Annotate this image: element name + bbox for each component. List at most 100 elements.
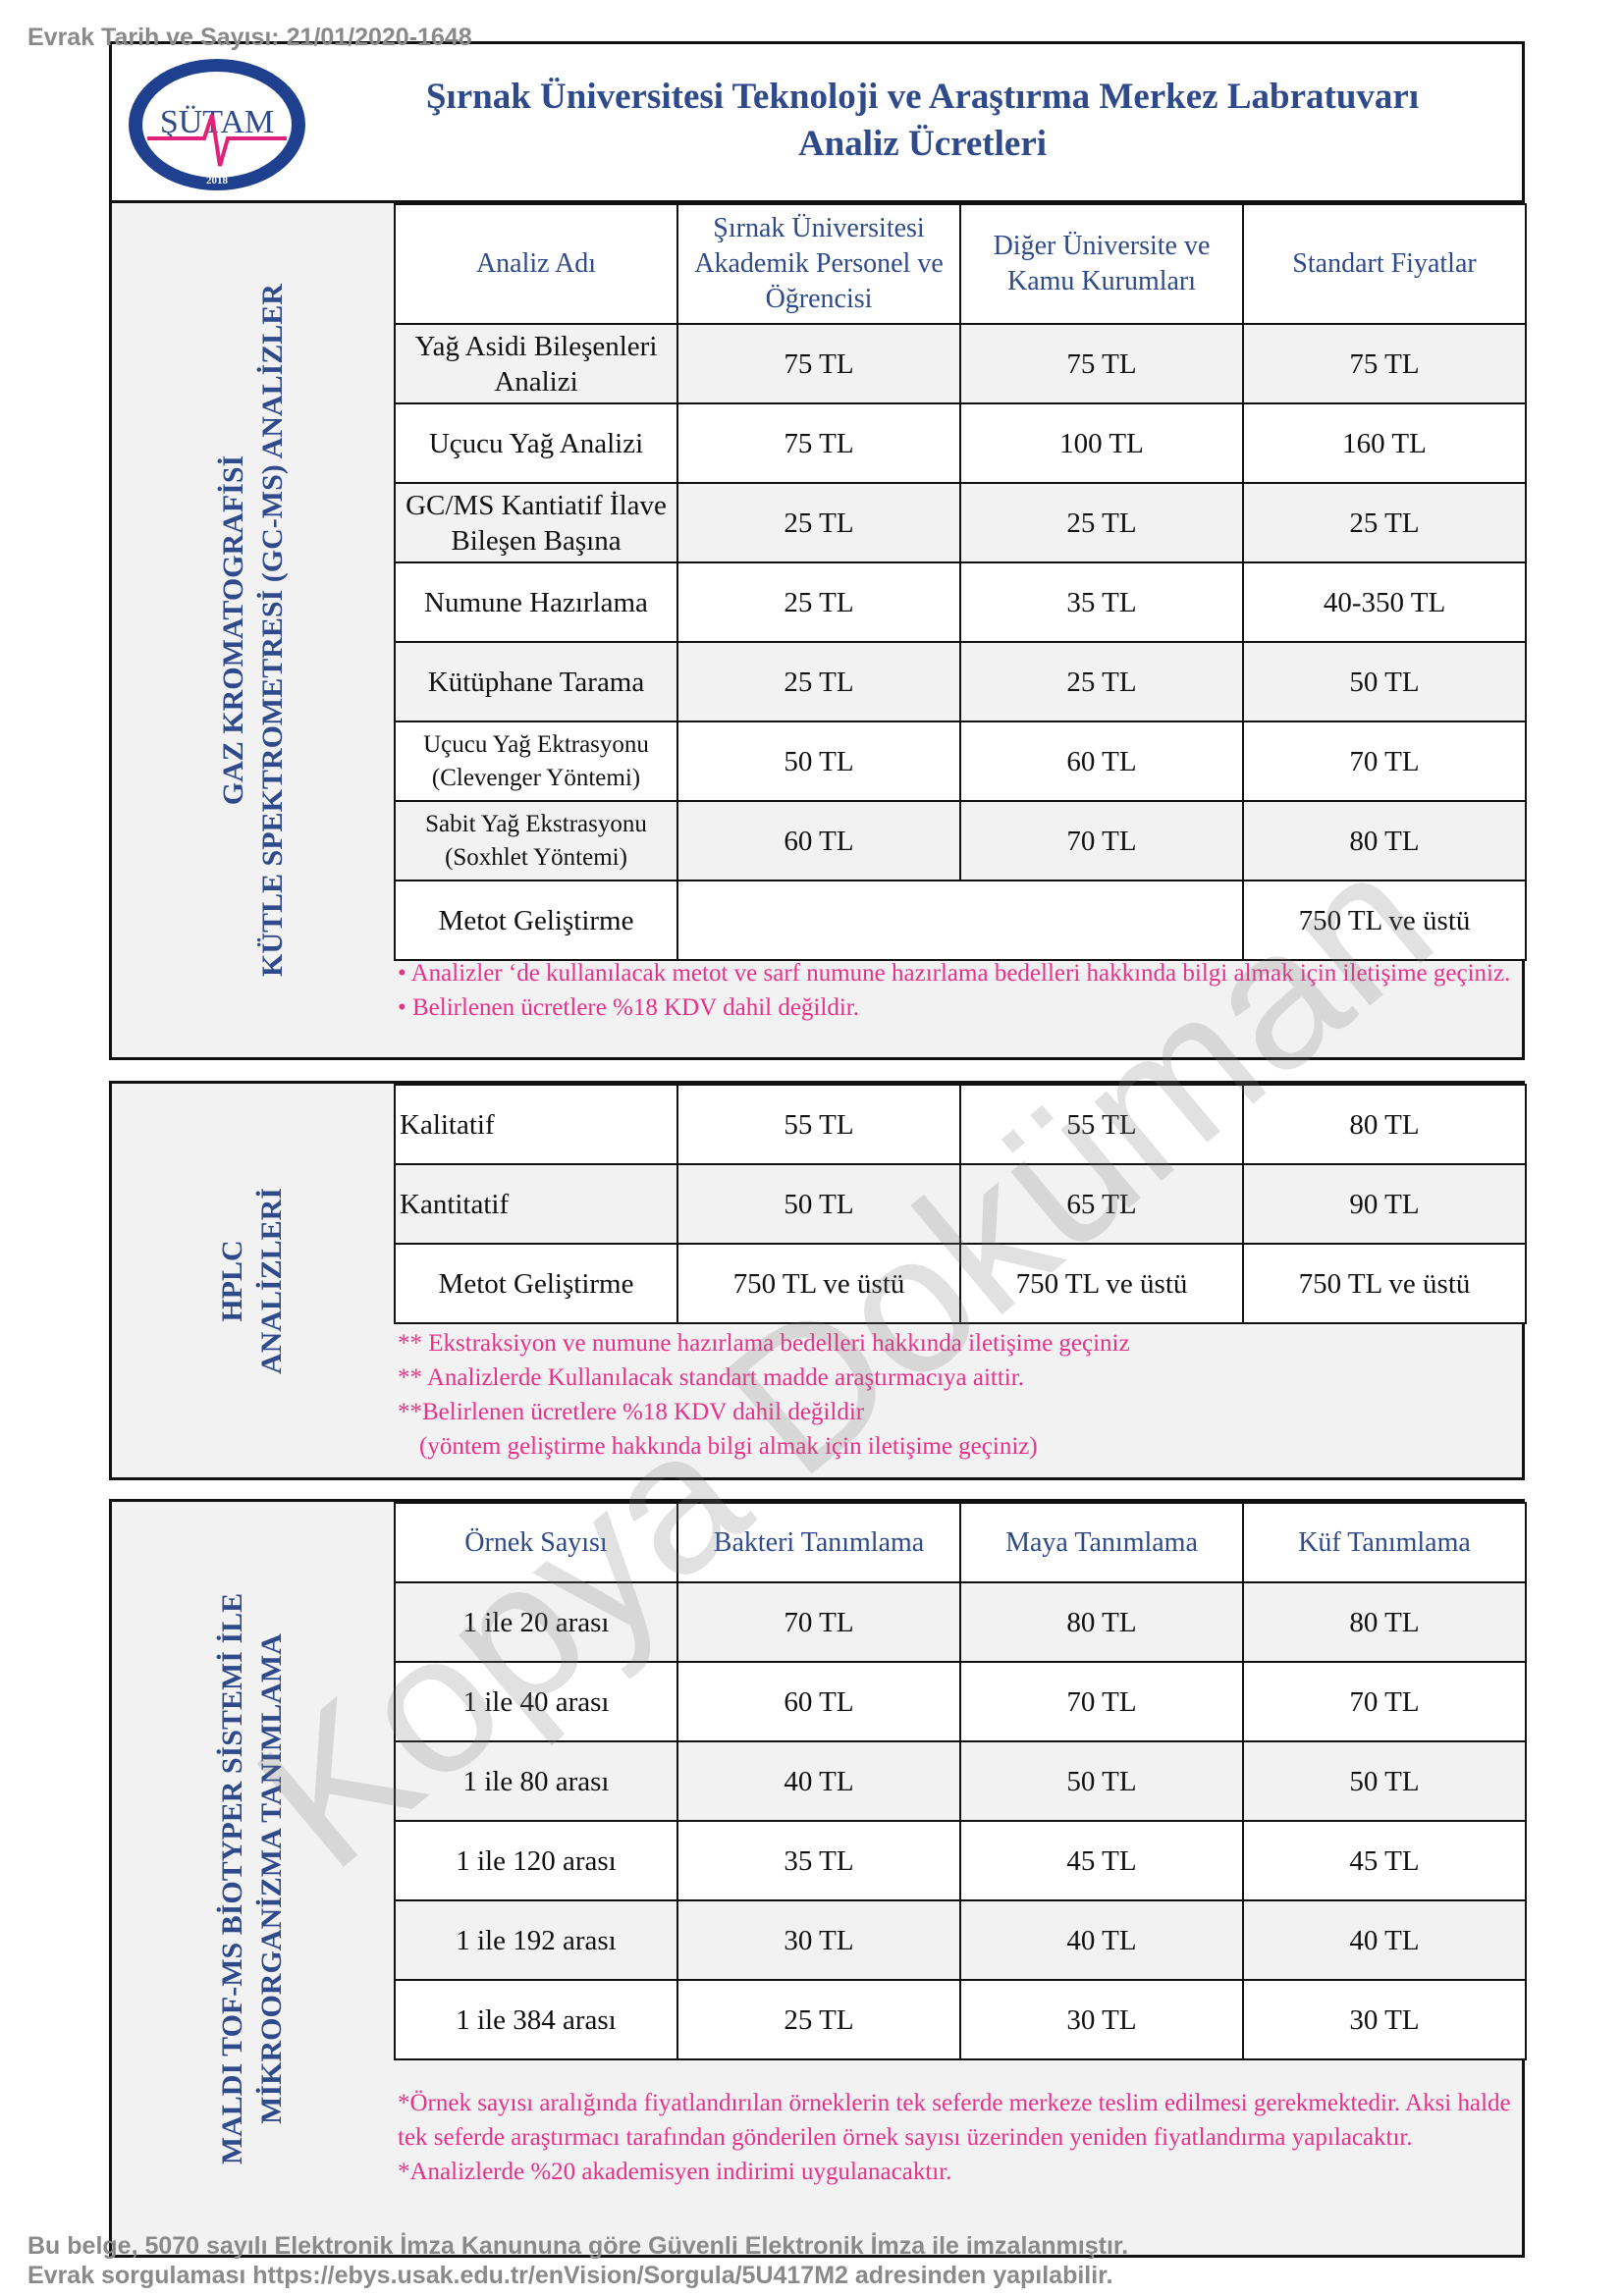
table-cell: 80 TL xyxy=(1242,1084,1527,1165)
column-header: Şırnak Üniversitesi Akademik Personel ve… xyxy=(676,203,961,325)
table-cell: 750 TL ve üstü xyxy=(1242,880,1527,961)
table-cell: 60 TL xyxy=(959,721,1244,802)
page-header: ŞÜTAM 2018 Şırnak Üniversitesi Teknoloji… xyxy=(109,41,1525,203)
hplc-section: HPLC ANALİZLERİ Kalitatif 55 TL 55 TL 80 TL … xyxy=(109,1081,1527,1480)
table-cell: 70 TL xyxy=(1242,721,1527,802)
table-cell: 100 TL xyxy=(959,402,1244,484)
hplc-price-table: Kalitatif 55 TL 55 TL 80 TL Kantitatif 50 TL… xyxy=(394,1084,1527,1324)
signature-notice: Bu belge, 5070 sayılı Elektronik İmza Ka… xyxy=(27,2232,1129,2260)
table-row: 1 ile 192 arası 30 TL 40 TL 40 TL xyxy=(394,1899,1527,1981)
table-cell: Kütüphane Tarama xyxy=(394,641,678,722)
maldi-notes: *Örnek sayısı aralığında fiyatlandırılan… xyxy=(398,2090,1511,2185)
table-cell: Numune Hazırlama xyxy=(394,561,678,643)
column-header: Maya Tanımlama xyxy=(959,1502,1244,1583)
table-cell: 35 TL xyxy=(676,1820,961,1901)
table-cell: 80 TL xyxy=(1242,800,1527,881)
table-cell: 70 TL xyxy=(1242,1661,1527,1742)
table-row: Uçucu Yağ Analizi 75 TL 100 TL 160 TL xyxy=(394,402,1527,484)
table-header-row: Analiz Adı Şırnak Üniversitesi Akademik … xyxy=(394,203,1527,325)
table-cell: 75 TL xyxy=(959,323,1244,404)
table-cell: 25 TL xyxy=(1242,482,1527,563)
table-cell: 45 TL xyxy=(1242,1820,1527,1901)
table-row: Metot Geliştirme 750 TL ve üstü xyxy=(394,880,1527,961)
table-cell: 50 TL xyxy=(676,721,961,802)
gcms-section: GAZ KROMATOGRAFİSİ KÜTLE SPEKTROMETRESİ (… xyxy=(109,200,1527,1060)
table-cell: 90 TL xyxy=(1242,1163,1527,1245)
table-row: GC/MS Kantiatif İlave Bileşen Başına 25 T… xyxy=(394,482,1527,563)
table-header-row: Örnek Sayısı Bakteri Tanımlama Maya Tanı… xyxy=(394,1502,1527,1583)
hplc-notes: ** Ekstraksiyon ve numune hazırlama bede… xyxy=(398,1330,1130,1460)
table-cell: 80 TL xyxy=(1242,1581,1527,1663)
table-cell: 160 TL xyxy=(1242,402,1527,484)
verification-notice: Evrak sorgulaması https://ebys.usak.edu.… xyxy=(27,2262,1113,2289)
table-row: Yağ Asidi Bileşenleri Analizi 75 TL 75 TL 7… xyxy=(394,323,1527,404)
table-cell: Kantitatif xyxy=(394,1163,678,1245)
gcms-section-label: GAZ KROMATOGRAFİSİ KÜTLE SPEKTROMETRESİ (… xyxy=(216,284,289,977)
table-cell: 25 TL xyxy=(676,641,961,722)
table-cell: 50 TL xyxy=(959,1740,1244,1822)
table-row: 1 ile 40 arası 60 TL 70 TL 70 TL xyxy=(394,1661,1527,1742)
table-cell: 1 ile 40 arası xyxy=(394,1661,678,1742)
column-header: Bakteri Tanımlama xyxy=(676,1502,961,1583)
table-row: Kalitatif 55 TL 55 TL 80 TL xyxy=(394,1084,1527,1165)
table-cell: 40 TL xyxy=(959,1899,1244,1981)
table-row: Numune Hazırlama 25 TL 35 TL 40-350 TL xyxy=(394,561,1527,643)
column-header: Küf Tanımlama xyxy=(1242,1502,1527,1583)
column-header: Diğer Üniversite ve Kamu Kurumları xyxy=(959,203,1244,325)
maldi-price-table: Örnek Sayısı Bakteri Tanımlama Maya Tanı… xyxy=(394,1502,1527,2060)
table-cell: 65 TL xyxy=(959,1163,1244,1245)
table-cell: 75 TL xyxy=(676,323,961,404)
sutam-logo: ŞÜTAM 2018 xyxy=(129,59,305,190)
table-cell: GC/MS Kantiatif İlave Bileşen Başına xyxy=(394,482,678,563)
table-cell: 750 TL ve üstü xyxy=(1242,1243,1527,1324)
table-cell xyxy=(676,880,1244,961)
table-cell: Sabit Yağ Ekstrasyonu (Soxhlet Yöntemi) xyxy=(394,800,678,881)
table-cell: Uçucu Yağ Ektrasyonu (Clevenger Yöntemi) xyxy=(394,721,678,802)
table-cell: 45 TL xyxy=(959,1820,1244,1901)
table-cell: 1 ile 120 arası xyxy=(394,1820,678,1901)
table-row: 1 ile 384 arası 25 TL 30 TL 30 TL xyxy=(394,1979,1527,2060)
table-cell: 75 TL xyxy=(1242,323,1527,404)
table-cell: 70 TL xyxy=(959,800,1244,881)
maldi-section-label: MALDI TOF-MS BİOTYPER SİSTEMİ İLE MİKROOR… xyxy=(216,1592,289,2164)
table-cell: 30 TL xyxy=(676,1899,961,1981)
table-row: 1 ile 80 arası 40 TL 50 TL 50 TL xyxy=(394,1740,1527,1822)
table-cell: 25 TL xyxy=(676,1979,961,2060)
table-cell: 40 TL xyxy=(676,1740,961,1822)
table-cell: 750 TL ve üstü xyxy=(676,1243,961,1324)
table-cell: Yağ Asidi Bileşenleri Analizi xyxy=(394,323,678,404)
table-row: 1 ile 20 arası 70 TL 80 TL 80 TL xyxy=(394,1581,1527,1663)
gcms-price-table: Analiz Adı Şırnak Üniversitesi Akademik … xyxy=(394,203,1527,961)
column-header: Standart Fiyatlar xyxy=(1242,203,1527,325)
table-cell: 60 TL xyxy=(676,1661,961,1742)
table-cell: 55 TL xyxy=(959,1084,1244,1165)
table-cell: 50 TL xyxy=(1242,641,1527,722)
table-row: Kütüphane Tarama 25 TL 25 TL 50 TL xyxy=(394,641,1527,722)
table-cell: 25 TL xyxy=(676,482,961,563)
table-cell: 50 TL xyxy=(1242,1740,1527,1822)
table-cell: 1 ile 20 arası xyxy=(394,1581,678,1663)
table-cell: 1 ile 192 arası xyxy=(394,1899,678,1981)
table-row: Metot Geliştirme 750 TL ve üstü 750 TL ve … xyxy=(394,1243,1527,1324)
table-cell: 1 ile 80 arası xyxy=(394,1740,678,1822)
table-cell: 1 ile 384 arası xyxy=(394,1979,678,2060)
document-date-stamp: Evrak Tarih ve Sayısı: 21/01/2020-1648 xyxy=(27,24,472,51)
table-cell: 750 TL ve üstü xyxy=(959,1243,1244,1324)
table-cell: 50 TL xyxy=(676,1163,961,1245)
table-cell: Metot Geliştirme xyxy=(394,880,678,961)
table-cell: 25 TL xyxy=(676,561,961,643)
table-cell: 35 TL xyxy=(959,561,1244,643)
table-cell: 70 TL xyxy=(676,1581,961,1663)
hplc-section-label: HPLC ANALİZLERİ xyxy=(216,1187,289,1374)
table-row: 1 ile 120 arası 35 TL 45 TL 45 TL xyxy=(394,1820,1527,1901)
column-header: Analiz Adı xyxy=(394,203,678,325)
table-cell: 25 TL xyxy=(959,641,1244,722)
column-header: Örnek Sayısı xyxy=(394,1502,678,1583)
table-cell: 70 TL xyxy=(959,1661,1244,1742)
svg-text:2018: 2018 xyxy=(206,175,229,187)
table-cell: 75 TL xyxy=(676,402,961,484)
table-cell: 60 TL xyxy=(676,800,961,881)
table-cell: 30 TL xyxy=(959,1979,1244,2060)
table-cell: 30 TL xyxy=(1242,1979,1527,2060)
